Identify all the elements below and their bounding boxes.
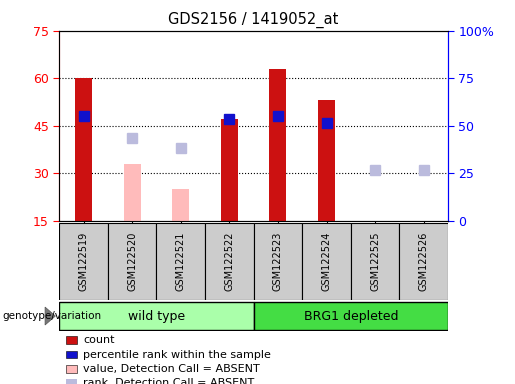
Text: genotype/variation: genotype/variation [3,311,101,321]
Text: rank, Detection Call = ABSENT: rank, Detection Call = ABSENT [83,378,254,384]
Bar [59,302,253,330]
Polygon shape [45,307,56,325]
Text: GSM122520: GSM122520 [127,232,137,291]
Bar [66,379,77,384]
Bar [302,223,351,300]
Bar [253,302,448,330]
Text: GSM122521: GSM122521 [176,232,186,291]
Text: count: count [83,335,114,345]
Bar [108,223,157,300]
Text: GSM122526: GSM122526 [419,232,429,291]
Text: GSM122523: GSM122523 [273,232,283,291]
Bar [351,223,400,300]
Text: GSM122522: GSM122522 [225,232,234,291]
Bar [59,223,108,300]
Bar [66,351,77,359]
Text: value, Detection Call = ABSENT: value, Detection Call = ABSENT [83,364,260,374]
Bar [172,189,189,221]
Text: GSM122524: GSM122524 [321,232,332,291]
Bar [415,221,432,224]
Bar [318,101,335,221]
Text: wild type: wild type [128,310,185,323]
Title: GDS2156 / 1419052_at: GDS2156 / 1419052_at [168,12,339,28]
Bar [269,69,286,221]
Text: percentile rank within the sample: percentile rank within the sample [83,349,271,359]
Bar [66,365,77,373]
Bar [400,223,448,300]
Bar [253,223,302,300]
Bar [66,336,77,344]
Text: GSM122525: GSM122525 [370,232,380,291]
Bar [205,223,253,300]
Text: BRG1 depleted: BRG1 depleted [304,310,398,323]
Bar [157,223,205,300]
Bar [124,164,141,221]
Text: GSM122519: GSM122519 [78,232,89,291]
Bar [221,119,238,221]
Bar [75,78,92,221]
